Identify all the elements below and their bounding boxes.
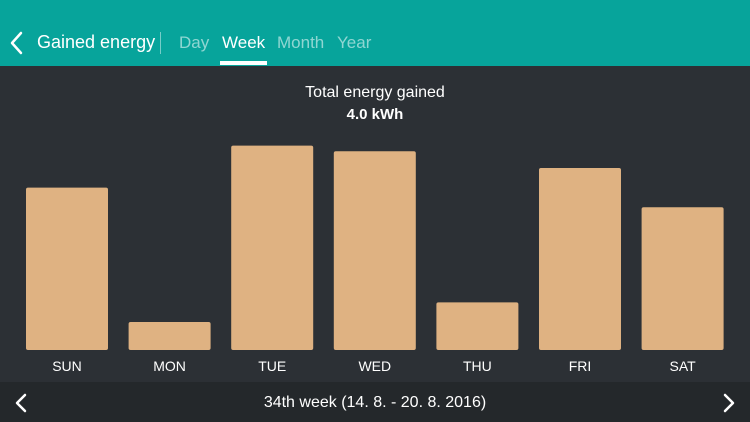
week-navigation-bar: 34th week (14. 8. - 20. 8. 2016): [0, 382, 750, 422]
x-tick-label-fri: FRI: [569, 358, 592, 374]
bar-tue: [231, 145, 314, 350]
bar-sat: [641, 207, 724, 350]
back-button[interactable]: [2, 28, 32, 58]
page-title: Gained energy: [37, 32, 156, 52]
next-week-button[interactable]: [716, 390, 742, 416]
tab-day[interactable]: Day: [179, 33, 210, 52]
title-divider: [160, 32, 161, 54]
tab-year[interactable]: Year: [337, 33, 372, 52]
bar-mon: [128, 322, 211, 350]
chevron-right-icon: [723, 393, 735, 413]
tab-week[interactable]: Week: [222, 33, 266, 52]
energy-bar-chart: SUN MON TUE WED THU FRI SAT: [26, 145, 724, 374]
previous-week-button[interactable]: [8, 390, 34, 416]
chevron-left-icon: [15, 393, 27, 413]
x-tick-label-thu: THU: [463, 358, 492, 374]
chevron-left-icon: [10, 31, 23, 55]
bar-fri: [539, 168, 621, 350]
active-tab-indicator: [220, 61, 267, 65]
x-tick-label-sun: SUN: [52, 358, 82, 374]
x-tick-label-mon: MON: [153, 358, 186, 374]
x-tick-label-sat: SAT: [669, 358, 696, 374]
top-bar: Gained energy Day Week Month Year: [0, 0, 750, 66]
tab-month[interactable]: Month: [277, 33, 325, 52]
chart-title: Total energy gained: [305, 84, 445, 101]
bar-wed: [333, 151, 416, 350]
bar-thu: [436, 302, 519, 350]
total-energy-value: 4.0 kWh: [346, 106, 404, 123]
bar-sun: [26, 187, 108, 350]
week-label: 34th week (14. 8. - 20. 8. 2016): [263, 394, 487, 411]
x-tick-label-tue: TUE: [258, 358, 286, 374]
x-tick-label-wed: WED: [358, 358, 391, 374]
